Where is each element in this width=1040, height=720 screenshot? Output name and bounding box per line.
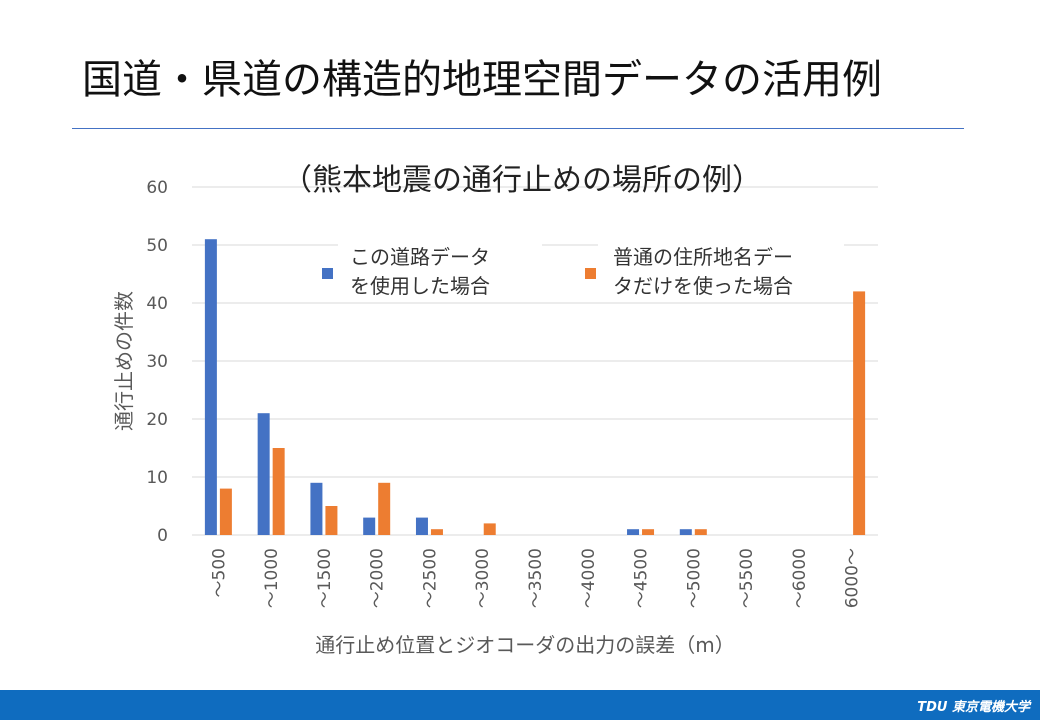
bar-series1 — [363, 517, 376, 535]
bar-series1 — [415, 517, 428, 535]
bar-series2 — [853, 291, 866, 535]
university-logo: TDU 東京電機大学 — [917, 700, 1030, 715]
bar-series2 — [219, 488, 232, 535]
x-tick-label: ～4000 — [579, 548, 599, 608]
y-tick-label: 40 — [146, 294, 168, 314]
x-tick-label: ～1500 — [315, 548, 335, 608]
chart-title: （熊本地震の通行止めの場所の例） — [282, 163, 762, 198]
x-tick-label: ～2500 — [420, 548, 440, 608]
x-tick-label: ～1000 — [262, 548, 282, 608]
bar-series2 — [272, 448, 285, 535]
bar-series2 — [325, 506, 338, 535]
legend-swatch-series1 — [322, 268, 333, 279]
bar-chart: 0 10 20 30 40 50 60 ～500 ～1000 ～1500 ～2000 ～2500 ～30… — [112, 163, 878, 657]
legend-background — [338, 236, 542, 302]
x-tick-label: ～5500 — [737, 548, 757, 608]
bar-series2 — [694, 529, 707, 535]
x-tick-label: ～4500 — [632, 548, 652, 608]
bar-series1 — [257, 413, 270, 535]
slide-title: 国道・県道の構造的地理空間データの活用例 — [82, 57, 882, 103]
x-tick-label: ～3000 — [473, 548, 493, 608]
title-divider — [72, 128, 964, 129]
y-tick-label: 60 — [146, 178, 168, 198]
footer-bar: TDU 東京電機大学 — [0, 690, 1040, 720]
y-tick-label: 20 — [146, 410, 168, 430]
bar-series2 — [430, 529, 443, 535]
legend-background — [598, 236, 844, 302]
legend-label-series2: 普通の住所地名デー — [613, 245, 793, 269]
y-tick-label: 50 — [146, 236, 168, 256]
bar-series1 — [204, 239, 217, 535]
bar-series2 — [378, 482, 391, 535]
x-tick-label: ～500 — [209, 548, 229, 597]
legend-label-series1: この道路データ — [350, 245, 490, 269]
x-tick-label: ～3500 — [526, 548, 546, 608]
x-tick-label: 6000～ — [843, 548, 863, 608]
y-tick-label: 10 — [146, 468, 168, 488]
y-tick-label: 30 — [146, 352, 168, 372]
bar-series1 — [627, 529, 640, 535]
legend-label-series2: タだけを使った場合 — [613, 274, 793, 298]
bar-series2 — [642, 529, 655, 535]
x-tick-label: ～6000 — [790, 548, 810, 608]
x-tick-label: ～2000 — [368, 548, 388, 608]
y-tick-label: 0 — [157, 526, 168, 546]
legend-label-series1: を使用した場合 — [350, 274, 490, 298]
bar-series1 — [310, 482, 323, 535]
legend-swatch-series2 — [585, 268, 596, 279]
bar-series2 — [483, 523, 496, 535]
bar-series1 — [679, 529, 692, 535]
x-tick-label: ～5000 — [684, 548, 704, 608]
y-axis-title: 通行止めの件数 — [112, 291, 136, 431]
x-axis-title: 通行止め位置とジオコーダの出力の誤差（m） — [315, 633, 734, 657]
